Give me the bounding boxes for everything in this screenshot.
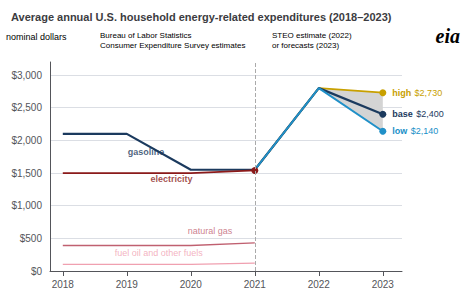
- svg-text:$0: $0: [31, 266, 43, 277]
- svg-text:Bureau of Labor Statistics: Bureau of Labor Statistics: [100, 31, 192, 40]
- svg-text:gasoline: gasoline: [128, 147, 165, 157]
- svg-text:base: base: [392, 109, 413, 119]
- svg-text:$2,000: $2,000: [11, 135, 42, 146]
- svg-text:2022: 2022: [308, 279, 331, 290]
- svg-text:high: high: [392, 88, 411, 98]
- svg-text:$500: $500: [20, 233, 43, 244]
- svg-text:$2,500: $2,500: [11, 102, 42, 113]
- svg-text:$2,730: $2,730: [415, 88, 443, 98]
- svg-text:fuel oil and other fuels: fuel oil and other fuels: [115, 248, 204, 258]
- svg-text:$2,140: $2,140: [411, 126, 439, 136]
- svg-text:$1,500: $1,500: [11, 168, 42, 179]
- svg-text:2023: 2023: [372, 279, 395, 290]
- svg-text:electricity: electricity: [151, 174, 193, 184]
- svg-text:Consumer Expenditure Survey es: Consumer Expenditure Survey estimates: [100, 41, 245, 50]
- svg-text:$1,000: $1,000: [11, 200, 42, 211]
- svg-text:low: low: [392, 126, 408, 136]
- svg-text:eia: eia: [436, 25, 460, 47]
- svg-text:2020: 2020: [180, 279, 203, 290]
- svg-text:natural gas: natural gas: [188, 226, 233, 236]
- svg-text:2018: 2018: [52, 279, 75, 290]
- svg-text:or forecasts (2023): or forecasts (2023): [272, 41, 339, 50]
- svg-text:2019: 2019: [116, 279, 139, 290]
- svg-text:STEO estimate (2022): STEO estimate (2022): [272, 31, 352, 40]
- svg-text:nominal dollars: nominal dollars: [6, 32, 67, 42]
- svg-text:Average annual U.S. household: Average annual U.S. household energy-rel…: [11, 11, 392, 23]
- svg-text:$2,400: $2,400: [416, 109, 444, 119]
- svg-text:2021: 2021: [244, 279, 267, 290]
- svg-text:$3,000: $3,000: [11, 70, 42, 81]
